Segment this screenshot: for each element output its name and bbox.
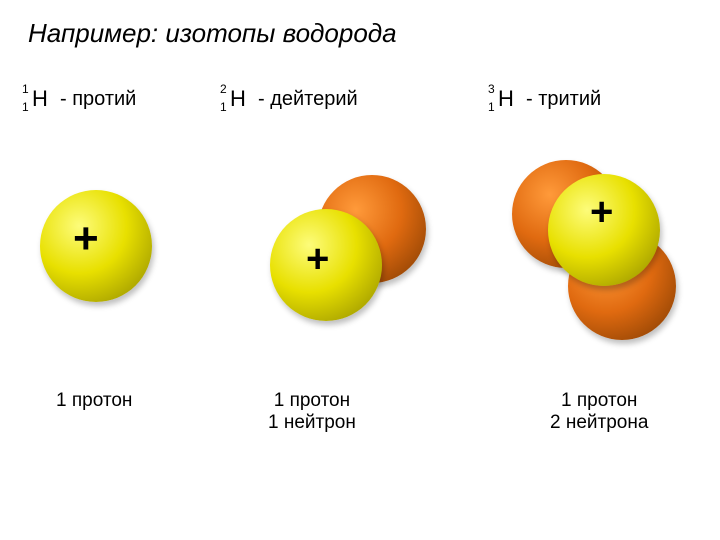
element-symbol: H (32, 86, 48, 112)
isotope-label: 31H - тритий (490, 88, 516, 119)
composition-text: 1 протон 1 нейтрон (268, 390, 356, 434)
isotope-name: - дейтерий (258, 88, 358, 111)
element-symbol: H (498, 86, 514, 112)
isotope-symbol: 31H (490, 88, 516, 114)
proton-particle (40, 190, 152, 302)
atomic-number: 1 (488, 100, 495, 114)
composition-text: 1 протон 2 нейтрона (550, 390, 648, 434)
element-symbol: H (230, 86, 246, 112)
mass-number: 3 (488, 82, 495, 96)
proton-particle (548, 174, 660, 286)
atomic-number: 1 (220, 100, 227, 114)
isotope-symbol: 11H (24, 88, 50, 114)
mass-number: 1 (22, 82, 29, 96)
isotope-name: - тритий (526, 88, 601, 111)
atomic-number: 1 (22, 100, 29, 114)
mass-number: 2 (220, 82, 227, 96)
composition-text: 1 протон (56, 390, 132, 412)
slide-title: Например: изотопы водорода (28, 18, 397, 49)
isotope-symbol: 21H (222, 88, 248, 114)
proton-particle (270, 209, 382, 321)
isotope-label: 21H - дейтерий (222, 88, 248, 119)
isotope-label: 11H - протий (24, 88, 50, 119)
isotope-name: - протий (60, 88, 136, 111)
